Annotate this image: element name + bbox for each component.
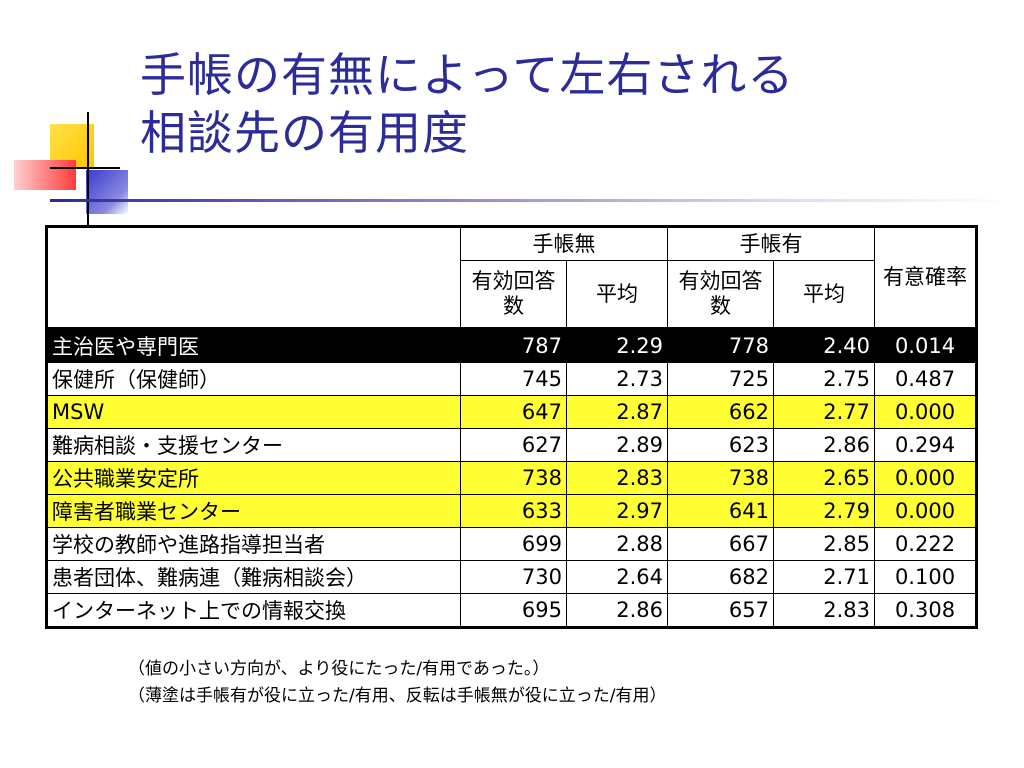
cell-avg-yes: 2.83 bbox=[773, 593, 875, 628]
table-body: 主治医や専門医 787 2.29 778 2.40 0.014 保健所（保健師） 745 2.7… bbox=[46, 328, 977, 628]
cell-n-yes: 657 bbox=[667, 593, 774, 628]
cell-sig: 0.294 bbox=[874, 428, 977, 462]
cell-n-yes: 725 bbox=[667, 362, 774, 396]
col-header-avg-yes: 平均 bbox=[773, 260, 875, 330]
cell-sig: 0.000 bbox=[874, 461, 977, 495]
title-divider bbox=[50, 199, 1010, 202]
cell-n-no: 627 bbox=[460, 428, 567, 462]
cell-avg-no: 2.86 bbox=[566, 593, 668, 628]
table-row: 患者団体、難病連（難病相談会） 730 2.64 682 2.71 0.100 bbox=[46, 560, 977, 594]
row-label: 主治医や専門医 bbox=[46, 328, 461, 363]
table-row: 障害者職業センター 633 2.97 641 2.79 0.000 bbox=[46, 494, 977, 528]
sig-header: 有意確率 bbox=[874, 226, 977, 330]
footnote-1: （値の小さい方向が、より役にたった/有用であった。） bbox=[128, 659, 550, 679]
empty-corner-cell bbox=[46, 226, 461, 330]
decoration-horizontal-line bbox=[50, 167, 120, 169]
cell-n-no: 699 bbox=[460, 527, 567, 561]
row-label: インターネット上での情報交換 bbox=[46, 593, 461, 628]
col-header-n-no-text: 有効回答数 bbox=[471, 269, 556, 318]
row-label: 難病相談・支援センター bbox=[46, 428, 461, 462]
table-row: 公共職業安定所 738 2.83 738 2.65 0.000 bbox=[46, 461, 977, 495]
row-label: 患者団体、難病連（難病相談会） bbox=[46, 560, 461, 594]
cell-sig: 0.000 bbox=[874, 494, 977, 528]
table-row: インターネット上での情報交換 695 2.86 657 2.83 0.308 bbox=[46, 593, 977, 628]
col-header-n-yes-text: 有効回答数 bbox=[678, 269, 763, 318]
cell-avg-yes: 2.65 bbox=[773, 461, 875, 495]
table-group-header-row: 手帳無 手帳有 有意確率 bbox=[46, 226, 977, 330]
cell-avg-yes: 2.85 bbox=[773, 527, 875, 561]
cell-avg-no: 2.73 bbox=[566, 362, 668, 396]
cell-n-no: 738 bbox=[460, 461, 567, 495]
cell-n-no: 730 bbox=[460, 560, 567, 594]
footnotes: （値の小さい方向が、より役にたった/有用であった。） （薄塗は手帳有が役に立った… bbox=[128, 656, 666, 710]
cell-n-yes: 641 bbox=[667, 494, 774, 528]
footnote-2: （薄塗は手帳有が役に立った/有用、反転は手帳無が役に立った/有用） bbox=[128, 686, 667, 706]
row-label: 障害者職業センター bbox=[46, 494, 461, 528]
cell-avg-no: 2.83 bbox=[566, 461, 668, 495]
cell-n-yes: 738 bbox=[667, 461, 774, 495]
cell-n-no: 647 bbox=[460, 395, 567, 429]
cell-n-no: 633 bbox=[460, 494, 567, 528]
cell-sig: 0.487 bbox=[874, 362, 977, 396]
col-header-n-no: 有効回答数 bbox=[460, 260, 567, 330]
cell-sig: 0.100 bbox=[874, 560, 977, 594]
table-column-header-row: 有効回答数 平均 有効回答数 平均 bbox=[47, 260, 977, 330]
table-row: 学校の教師や進路指導担当者 699 2.88 667 2.85 0.222 bbox=[46, 527, 977, 561]
results-table: 手帳無 手帳有 有意確率 有効回答数 平均 有効回答数 平均 主治医や専門医 78… bbox=[45, 225, 978, 629]
cell-n-no: 745 bbox=[460, 362, 567, 396]
cell-avg-yes: 2.86 bbox=[773, 428, 875, 462]
cell-avg-no: 2.29 bbox=[566, 328, 668, 363]
decoration-blue-square bbox=[86, 170, 128, 214]
cell-sig: 0.014 bbox=[874, 328, 977, 363]
decoration-red-bar bbox=[14, 160, 76, 190]
col-header-n-yes: 有効回答数 bbox=[667, 260, 774, 330]
row-label: 学校の教師や進路指導担当者 bbox=[46, 527, 461, 561]
cell-n-yes: 623 bbox=[667, 428, 774, 462]
cell-avg-no: 2.88 bbox=[566, 527, 668, 561]
cell-n-yes: 662 bbox=[667, 395, 774, 429]
cell-avg-no: 2.97 bbox=[566, 494, 668, 528]
group-header-no-handbook: 手帳無 bbox=[460, 226, 668, 261]
title-line-2: 相談先の有用度 bbox=[140, 106, 469, 160]
cell-avg-no: 2.64 bbox=[566, 560, 668, 594]
cell-n-no: 787 bbox=[460, 328, 567, 363]
cell-avg-yes: 2.79 bbox=[773, 494, 875, 528]
cell-avg-no: 2.87 bbox=[566, 395, 668, 429]
cell-n-no: 695 bbox=[460, 593, 567, 628]
table-row: MSW 647 2.87 662 2.77 0.000 bbox=[46, 395, 977, 429]
cell-avg-yes: 2.77 bbox=[773, 395, 875, 429]
sig-header-text: 有意確率 bbox=[883, 265, 967, 289]
row-label: MSW bbox=[46, 395, 461, 429]
cell-avg-yes: 2.75 bbox=[773, 362, 875, 396]
cell-n-yes: 682 bbox=[667, 560, 774, 594]
title-line-1: 手帳の有無によって左右される bbox=[140, 48, 795, 102]
cell-sig: 0.222 bbox=[874, 527, 977, 561]
table-row: 主治医や専門医 787 2.29 778 2.40 0.014 bbox=[46, 328, 977, 363]
row-label: 保健所（保健師） bbox=[46, 362, 461, 396]
table-row: 難病相談・支援センター 627 2.89 623 2.86 0.294 bbox=[46, 428, 977, 462]
cell-n-yes: 667 bbox=[667, 527, 774, 561]
cell-avg-yes: 2.40 bbox=[773, 328, 875, 363]
table-row: 保健所（保健師） 745 2.73 725 2.75 0.487 bbox=[46, 362, 977, 396]
decoration-vertical-line bbox=[87, 112, 89, 228]
cell-sig: 0.308 bbox=[874, 593, 977, 628]
cell-avg-yes: 2.71 bbox=[773, 560, 875, 594]
group-header-with-handbook: 手帳有 bbox=[667, 226, 875, 261]
cell-n-yes: 778 bbox=[667, 328, 774, 363]
page-title: 手帳の有無によって左右される 相談先の有用度 bbox=[140, 46, 1000, 162]
cell-sig: 0.000 bbox=[874, 395, 977, 429]
col-header-avg-no: 平均 bbox=[566, 260, 668, 330]
row-label: 公共職業安定所 bbox=[46, 461, 461, 495]
cell-avg-no: 2.89 bbox=[566, 428, 668, 462]
